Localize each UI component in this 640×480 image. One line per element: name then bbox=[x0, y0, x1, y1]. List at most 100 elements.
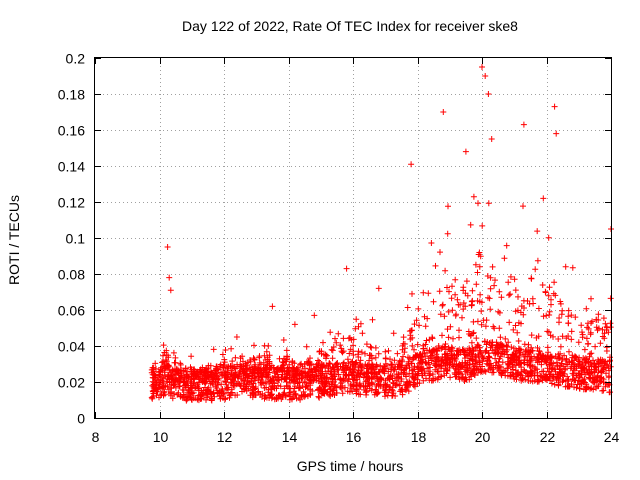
data-point bbox=[329, 347, 336, 354]
data-point bbox=[512, 287, 519, 294]
data-point bbox=[197, 396, 204, 402]
data-point bbox=[449, 362, 456, 369]
data-point bbox=[274, 371, 281, 378]
data-point bbox=[346, 376, 353, 383]
data-point bbox=[149, 364, 156, 371]
data-point bbox=[337, 342, 344, 349]
data-point bbox=[573, 372, 580, 379]
data-point bbox=[351, 373, 358, 380]
data-point bbox=[160, 342, 167, 349]
data-point bbox=[219, 351, 226, 358]
data-point bbox=[510, 326, 517, 333]
data-point bbox=[369, 355, 375, 362]
data-point bbox=[302, 379, 309, 386]
data-point bbox=[339, 390, 346, 397]
data-point bbox=[426, 377, 433, 384]
data-point bbox=[477, 291, 484, 298]
data-point bbox=[488, 136, 495, 142]
data-point bbox=[185, 374, 192, 381]
data-point bbox=[566, 348, 572, 355]
data-point bbox=[293, 395, 300, 402]
data-point bbox=[282, 393, 289, 400]
data-point bbox=[355, 323, 362, 330]
data-point bbox=[422, 341, 429, 348]
data-point bbox=[473, 335, 480, 342]
data-point bbox=[429, 371, 436, 378]
data-point bbox=[347, 346, 354, 353]
data-point bbox=[409, 342, 416, 349]
data-point bbox=[451, 369, 458, 376]
data-point bbox=[262, 356, 269, 363]
data-point bbox=[349, 388, 356, 395]
data-point bbox=[557, 300, 564, 307]
data-point bbox=[426, 336, 433, 343]
data-point bbox=[482, 338, 488, 345]
data-point bbox=[261, 352, 268, 359]
data-point bbox=[528, 275, 535, 282]
data-point bbox=[450, 335, 456, 342]
data-point bbox=[449, 345, 456, 352]
data-point bbox=[358, 349, 365, 356]
data-point bbox=[222, 347, 229, 353]
data-point bbox=[441, 313, 448, 320]
data-point bbox=[600, 366, 607, 373]
data-point bbox=[179, 394, 186, 401]
data-point bbox=[422, 323, 429, 330]
data-point bbox=[323, 355, 329, 362]
data-point bbox=[435, 344, 442, 351]
data-point bbox=[263, 366, 270, 373]
data-point bbox=[350, 369, 357, 376]
data-point bbox=[470, 318, 477, 325]
data-point bbox=[232, 354, 239, 361]
data-point bbox=[278, 364, 285, 371]
data-point bbox=[495, 358, 502, 365]
data-point bbox=[506, 319, 513, 326]
data-point bbox=[466, 331, 473, 337]
data-point bbox=[218, 371, 225, 378]
data-point bbox=[579, 334, 586, 341]
data-point bbox=[460, 284, 467, 291]
data-point bbox=[176, 383, 183, 390]
data-point bbox=[358, 366, 365, 373]
y-tick-label: 0.14 bbox=[58, 159, 85, 175]
data-point bbox=[331, 392, 338, 398]
data-point bbox=[470, 193, 477, 200]
data-point bbox=[357, 320, 364, 327]
data-point bbox=[197, 376, 203, 383]
data-point bbox=[603, 348, 610, 354]
data-point bbox=[194, 381, 201, 388]
data-point bbox=[381, 363, 388, 370]
data-point bbox=[210, 346, 217, 353]
data-point bbox=[400, 334, 407, 341]
data-point bbox=[459, 314, 465, 321]
data-point bbox=[252, 375, 259, 382]
data-point bbox=[437, 373, 444, 380]
data-point bbox=[161, 388, 168, 395]
data-point bbox=[241, 378, 248, 384]
y-tick-label: 0.1 bbox=[66, 231, 86, 247]
data-point bbox=[494, 344, 501, 351]
data-point bbox=[472, 261, 479, 268]
data-point bbox=[263, 384, 270, 391]
data-point bbox=[565, 313, 572, 320]
data-point bbox=[410, 366, 417, 373]
data-point bbox=[387, 384, 394, 391]
data-point bbox=[275, 365, 282, 372]
data-point bbox=[495, 349, 502, 356]
data-point bbox=[207, 368, 214, 375]
data-point bbox=[535, 378, 542, 385]
data-point bbox=[415, 305, 422, 312]
data-point bbox=[238, 380, 245, 387]
data-point bbox=[267, 364, 274, 371]
data-point bbox=[293, 366, 300, 372]
data-point bbox=[369, 316, 376, 323]
data-point bbox=[327, 393, 334, 399]
data-point bbox=[231, 382, 238, 389]
data-point bbox=[162, 365, 169, 371]
data-point bbox=[424, 347, 430, 354]
data-point bbox=[576, 385, 583, 392]
data-point bbox=[515, 293, 521, 300]
data-point bbox=[559, 356, 566, 363]
data-point bbox=[467, 221, 474, 228]
data-point bbox=[328, 375, 334, 382]
